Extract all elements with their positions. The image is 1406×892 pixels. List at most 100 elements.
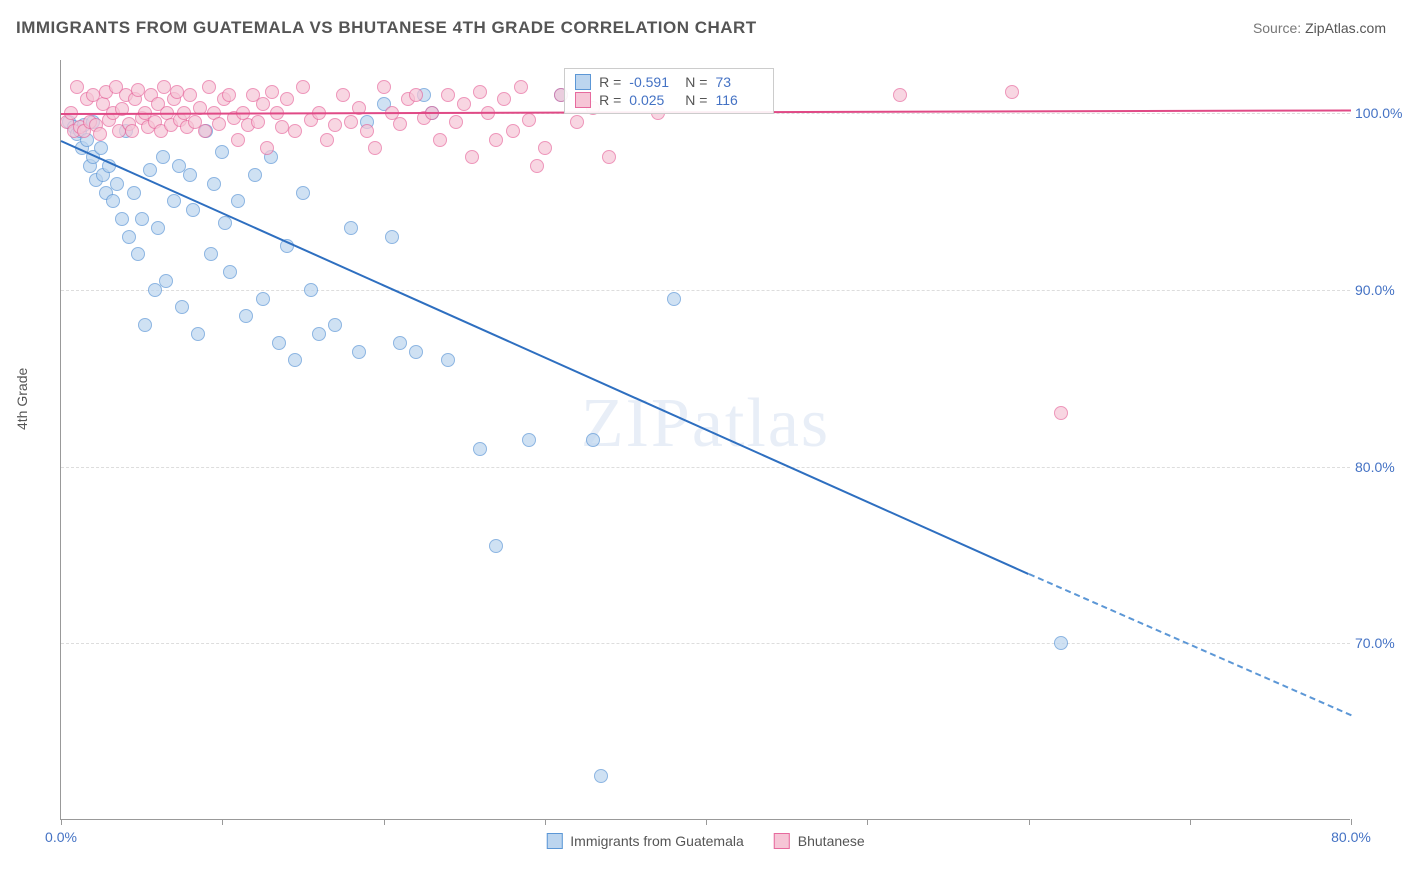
scatter-point: [183, 168, 197, 182]
scatter-point: [131, 83, 145, 97]
scatter-point: [377, 80, 391, 94]
scatter-point: [248, 168, 262, 182]
x-tick: [384, 819, 385, 825]
x-tick: [706, 819, 707, 825]
scatter-point: [489, 133, 503, 147]
y-axis-label: 4th Grade: [14, 368, 30, 430]
scatter-point: [344, 221, 358, 235]
scatter-point: [131, 247, 145, 261]
scatter-point: [473, 442, 487, 456]
y-tick-label: 80.0%: [1355, 459, 1406, 475]
scatter-point: [260, 141, 274, 155]
source-prefix: Source:: [1253, 20, 1305, 36]
scatter-point: [215, 145, 229, 159]
legend-swatch: [546, 833, 562, 849]
scatter-point: [393, 117, 407, 131]
x-tick: [1351, 819, 1352, 825]
scatter-point: [360, 124, 374, 138]
scatter-point: [497, 92, 511, 106]
scatter-point: [522, 433, 536, 447]
stats-n-value: 73: [715, 74, 763, 90]
scatter-point: [275, 120, 289, 134]
x-tick: [545, 819, 546, 825]
stats-row: R =-0.591N =73: [575, 73, 763, 91]
stats-r-value: 0.025: [629, 92, 677, 108]
scatter-point: [449, 115, 463, 129]
legend-swatch: [575, 74, 591, 90]
scatter-point: [256, 292, 270, 306]
scatter-point: [1054, 636, 1068, 650]
stats-n-value: 116: [715, 92, 763, 108]
scatter-point: [157, 80, 171, 94]
scatter-point: [151, 221, 165, 235]
scatter-point: [328, 318, 342, 332]
legend-label: Immigrants from Guatemala: [570, 833, 744, 849]
x-tick-label: 0.0%: [45, 829, 77, 845]
scatter-point: [156, 150, 170, 164]
scatter-point: [522, 113, 536, 127]
scatter-point: [70, 80, 84, 94]
scatter-point: [94, 141, 108, 155]
plot-area: ZIPatlas 70.0%80.0%90.0%100.0%0.0%80.0%R…: [60, 60, 1350, 820]
scatter-point: [207, 177, 221, 191]
legend-item: Bhutanese: [774, 833, 865, 849]
legend-item: Immigrants from Guatemala: [546, 833, 744, 849]
scatter-point: [231, 194, 245, 208]
source-label: Source: ZipAtlas.com: [1253, 20, 1386, 36]
scatter-point: [312, 327, 326, 341]
scatter-point: [441, 353, 455, 367]
x-tick-label: 80.0%: [1331, 829, 1371, 845]
scatter-point: [159, 274, 173, 288]
stats-row: R =0.025N =116: [575, 91, 763, 109]
x-tick: [1190, 819, 1191, 825]
scatter-point: [167, 194, 181, 208]
scatter-point: [256, 97, 270, 111]
stats-r-value: -0.591: [629, 74, 677, 90]
scatter-point: [1054, 406, 1068, 420]
scatter-point: [409, 345, 423, 359]
scatter-point: [304, 283, 318, 297]
scatter-point: [1005, 85, 1019, 99]
scatter-point: [667, 292, 681, 306]
scatter-point: [143, 163, 157, 177]
bottom-legend: Immigrants from Guatemala Bhutanese: [546, 833, 864, 849]
scatter-point: [489, 539, 503, 553]
gridline-h: [61, 290, 1350, 291]
scatter-point: [186, 203, 200, 217]
legend-swatch: [774, 833, 790, 849]
scatter-point: [457, 97, 471, 111]
stats-legend-box: R =-0.591N =73R =0.025N =116: [564, 68, 774, 114]
scatter-point: [594, 769, 608, 783]
legend-swatch: [575, 92, 591, 108]
y-tick-label: 70.0%: [1355, 635, 1406, 651]
scatter-point: [296, 186, 310, 200]
regression-line: [61, 140, 1029, 575]
scatter-point: [106, 194, 120, 208]
scatter-point: [265, 85, 279, 99]
chart-title: IMMIGRANTS FROM GUATEMALA VS BHUTANESE 4…: [16, 18, 757, 38]
gridline-h: [61, 643, 1350, 644]
scatter-point: [138, 318, 152, 332]
scatter-point: [586, 433, 600, 447]
scatter-point: [320, 133, 334, 147]
scatter-point: [409, 88, 423, 102]
y-tick-label: 90.0%: [1355, 282, 1406, 298]
scatter-point: [296, 80, 310, 94]
scatter-point: [893, 88, 907, 102]
stats-r-label: R =: [599, 92, 621, 108]
scatter-point: [135, 212, 149, 226]
scatter-point: [198, 124, 212, 138]
scatter-point: [231, 133, 245, 147]
scatter-point: [530, 159, 544, 173]
scatter-point: [465, 150, 479, 164]
x-tick: [61, 819, 62, 825]
x-tick: [867, 819, 868, 825]
scatter-point: [288, 124, 302, 138]
scatter-point: [352, 345, 366, 359]
scatter-point: [280, 92, 294, 106]
scatter-point: [170, 85, 184, 99]
stats-r-label: R =: [599, 74, 621, 90]
gridline-h: [61, 467, 1350, 468]
scatter-point: [473, 85, 487, 99]
scatter-point: [175, 300, 189, 314]
